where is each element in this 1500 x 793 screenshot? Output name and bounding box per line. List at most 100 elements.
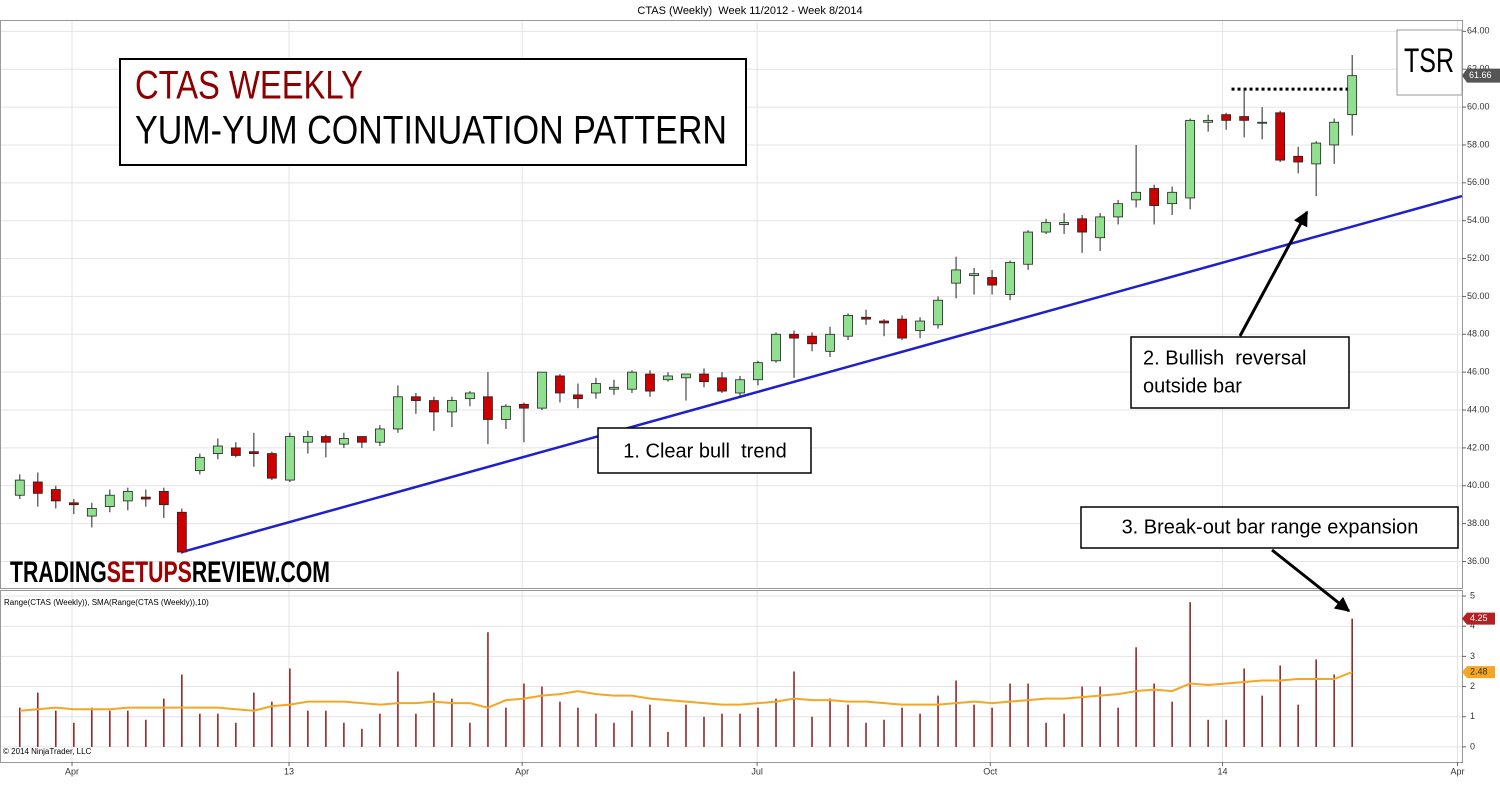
candle-body [861, 316, 871, 320]
sma-marker-label: 2.48 [1470, 666, 1488, 676]
candle-body [915, 320, 925, 331]
y-tick-label: 0 [1470, 741, 1475, 751]
y-tick-label: 64.00 [1467, 26, 1490, 36]
candle-body [933, 299, 943, 326]
candle-body [645, 373, 655, 392]
candle-body [1293, 155, 1304, 163]
candle-body [825, 333, 835, 352]
candle-body [140, 496, 151, 500]
x-tick-label: Jul [751, 766, 763, 776]
candle-body [879, 320, 889, 324]
candle-body [987, 277, 997, 286]
x-tick-label: 13 [284, 766, 294, 776]
y-tick-label: 56.00 [1467, 177, 1490, 187]
annotation-title: CTAS WEEKLY [135, 64, 363, 108]
range-marker-label: 4.25 [1470, 613, 1488, 623]
annotation-subtitle: YUM-YUM CONTINUATION PATTERN [135, 109, 727, 153]
candle-body [302, 436, 313, 443]
price-marker-label: 61.66 [1469, 70, 1492, 80]
candle-body [501, 405, 511, 420]
arrow [1238, 210, 1309, 337]
candle-body [393, 396, 403, 430]
candle-body [681, 373, 691, 379]
y-tick-label: 44.00 [1467, 404, 1490, 414]
range-panel [0, 590, 1463, 763]
copyright: © 2014 NinjaTrader, LLC [3, 747, 92, 756]
y-tick-label: 3 [1470, 651, 1475, 661]
candle-body [753, 362, 763, 381]
y-tick-label: 58.00 [1467, 139, 1490, 149]
candle-body [68, 502, 79, 506]
candle-body [411, 396, 421, 401]
price-panel [0, 20, 1463, 589]
arrow [1271, 548, 1351, 613]
candle-body [609, 386, 619, 390]
candle-body [284, 436, 295, 481]
candle-body [429, 400, 439, 413]
price-marker [1462, 68, 1500, 83]
y-tick-label: 54.00 [1467, 215, 1490, 225]
candle-body [1257, 121, 1268, 124]
candle-body [32, 481, 43, 494]
y-tick-label: 5 [1470, 590, 1475, 600]
candle-body [555, 375, 565, 394]
x-tick-label: Oct [983, 766, 998, 776]
candle-body [1113, 203, 1124, 218]
indicator-label: Range(CTAS (Weekly)), SMA(Range(CTAS (We… [4, 598, 209, 607]
candle-body [104, 494, 115, 507]
candle-body [573, 394, 583, 400]
candle-body [230, 447, 241, 456]
candle-body [1347, 75, 1358, 116]
y-tick-label: 42.00 [1467, 442, 1490, 452]
candle-body [1221, 114, 1232, 121]
y-tick-label: 60.00 [1467, 101, 1490, 111]
candle-body [158, 491, 169, 506]
candle-body [465, 392, 475, 400]
candle-body [1005, 261, 1015, 295]
y-tick-label: 46.00 [1467, 367, 1490, 377]
candle-body [1149, 188, 1160, 206]
x-tick-label: Apr [1450, 766, 1464, 776]
y-tick-label: 1 [1470, 711, 1475, 721]
candle-body [1023, 231, 1033, 265]
candle-body [447, 400, 457, 413]
candle-body [519, 403, 529, 409]
candle-body [1167, 191, 1178, 205]
chart-title: CTAS (Weekly) Week 11/2012 - Week 8/2014 [637, 5, 862, 17]
y-tick-label: 62.00 [1467, 64, 1490, 74]
y-tick-label: 48.00 [1467, 329, 1490, 339]
x-tick-label: Apr [65, 766, 79, 776]
note-box [1130, 336, 1350, 409]
candle-body [14, 479, 25, 496]
title-box [119, 58, 747, 166]
candle-body [843, 314, 853, 337]
candle-body [176, 511, 187, 553]
y-tick-label: 36.00 [1467, 556, 1490, 566]
note: 3. Break-out bar range expansion [1122, 516, 1419, 538]
candle-body [1185, 119, 1196, 199]
candle-body [699, 373, 709, 383]
candle-body [735, 379, 745, 394]
note: 2. Bullish reversal [1143, 347, 1306, 369]
candle-body [1077, 218, 1087, 233]
sma-line [19, 671, 1353, 712]
candle-body [212, 445, 223, 454]
candle-body [356, 436, 367, 443]
candle-body [897, 318, 907, 339]
watermark-part: SETUPS [107, 556, 192, 589]
candle-body [537, 371, 547, 409]
candle-body [1041, 222, 1051, 233]
candle-body [248, 451, 259, 454]
candle-body [1311, 142, 1322, 165]
y-tick-label: 52.00 [1467, 253, 1490, 263]
sma-marker [1462, 666, 1495, 679]
note-box [597, 427, 812, 474]
y-tick-label: 50.00 [1467, 291, 1490, 301]
candle-body [969, 273, 979, 276]
candle-body [591, 383, 601, 394]
candle-body [483, 396, 493, 420]
x-tick-label: Apr [515, 766, 529, 776]
candle-body [338, 438, 349, 445]
candle-body [1275, 112, 1286, 161]
candle-body [1059, 222, 1069, 225]
